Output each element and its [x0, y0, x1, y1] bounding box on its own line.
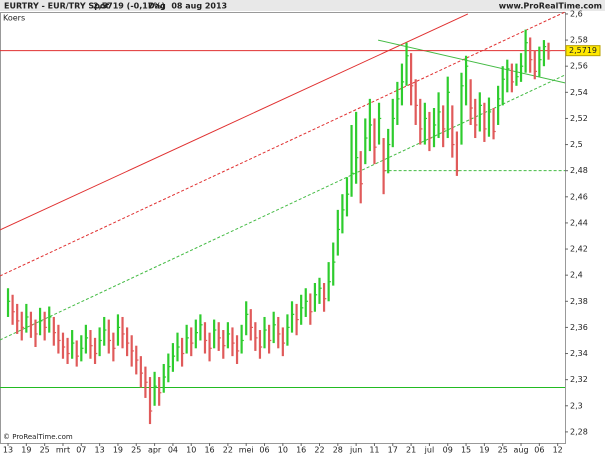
last-change: 2,5719 (-0,17%)	[93, 2, 165, 11]
x-tick-label: 04	[168, 446, 178, 455]
x-tick-label: mei	[239, 446, 254, 455]
y-tick-label: 2,4	[570, 271, 583, 280]
x-tick-label: 22	[314, 446, 324, 455]
x-tick-label: 19	[21, 446, 31, 455]
x-tick-label: jun	[349, 446, 362, 455]
chart-title: EURTRY - EUR/TRY Spot	[4, 2, 109, 11]
y-tick-label: 2,34	[570, 349, 588, 358]
y-tick-label: 2,48	[570, 166, 588, 175]
x-tick-label: 16	[296, 446, 306, 455]
trend-line	[0, 13, 469, 231]
y-tick-label: 2,42	[570, 245, 588, 254]
x-tick-label: mrt	[56, 446, 70, 455]
x-tick-label: 06	[534, 446, 544, 455]
y-tick-label: 2,6	[570, 9, 583, 18]
y-tick-label: 2,38	[570, 297, 588, 306]
y-tick-label: 2,36	[570, 323, 588, 332]
x-tick-label: jul	[424, 446, 435, 455]
y-tick-label: 2,58	[570, 36, 588, 45]
x-tick-label: 17	[388, 446, 398, 455]
x-tick-label: 25	[131, 446, 141, 455]
x-tick-label: 19	[479, 446, 489, 455]
last-price-box	[565, 45, 601, 57]
x-tick-label: 16	[204, 446, 214, 455]
y-tick-label: 2,52	[570, 114, 588, 123]
x-tick-label: apr	[148, 446, 162, 455]
y-tick-label: 2,3	[570, 401, 583, 410]
x-tick-label: 22	[223, 446, 233, 455]
y-tick-label: 2,5	[570, 140, 583, 149]
x-tick-label: 25	[498, 446, 508, 455]
x-tick-label: 19	[113, 446, 123, 455]
x-tick-label: 10	[186, 446, 196, 455]
x-tick-label: 15	[461, 446, 471, 455]
y-tick-label: 2,46	[570, 192, 588, 201]
y-tick-label: 2,56	[570, 62, 588, 71]
last-price-label: 2,5719	[569, 46, 597, 55]
x-tick-label: 09	[443, 446, 453, 455]
x-tick-label: 28	[333, 446, 343, 455]
x-tick-label: 25	[40, 446, 50, 455]
x-tick-label: 13	[3, 446, 13, 455]
y-tick-label: 2,44	[570, 218, 588, 227]
x-tick-label: 06	[259, 446, 269, 455]
y-tick-label: 2,28	[570, 427, 588, 436]
x-tick-label: 10	[278, 446, 288, 455]
x-tick-label: aug	[513, 446, 528, 455]
trend-line	[0, 11, 566, 277]
header-bar	[0, 0, 605, 11]
x-tick-label: 21	[406, 446, 416, 455]
x-tick-label: 07	[76, 446, 86, 455]
source: www.ProRealTime.com	[499, 2, 602, 11]
x-tick-label: 12	[553, 446, 563, 455]
panel-label: Koers	[3, 14, 25, 23]
period: Dag 08 aug 2013	[148, 2, 227, 11]
y-tick-label: 2,32	[570, 375, 588, 384]
x-tick-label: 13	[95, 446, 105, 455]
plot-area	[0, 12, 566, 444]
x-tick-label: 11	[369, 446, 379, 455]
y-tick-label: 2,54	[570, 88, 588, 97]
copyright: © ProRealTime.com	[3, 433, 73, 441]
